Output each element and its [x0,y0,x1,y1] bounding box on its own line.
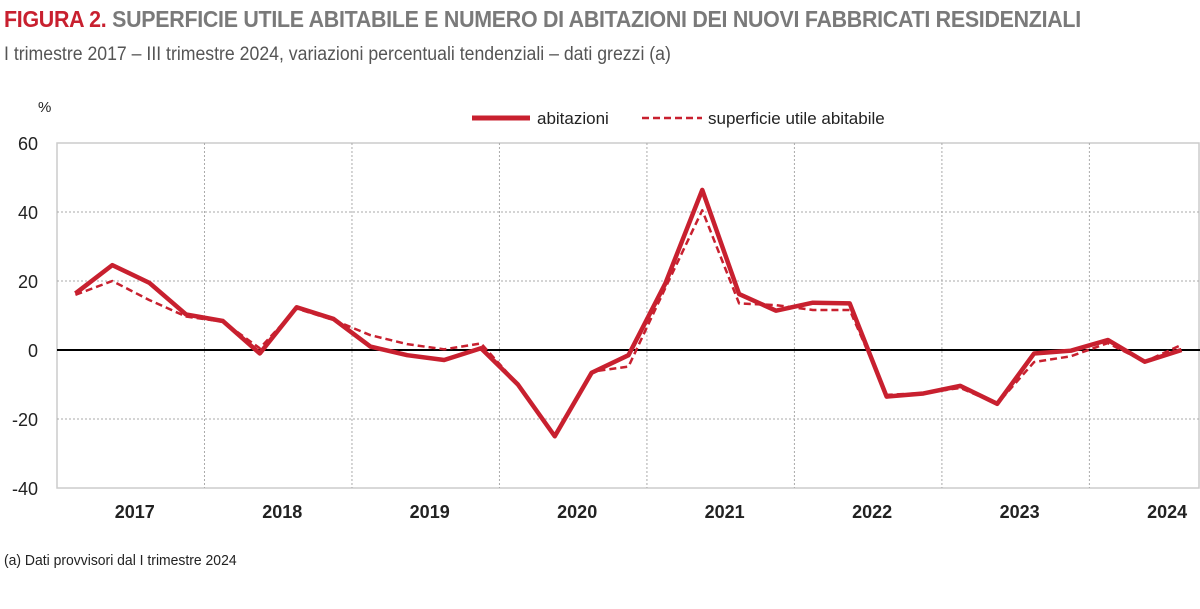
plot-frame [56,142,1200,489]
chart-title: FIGURA 2. SUPERFICIE UTILE ABITABILE E N… [4,6,1081,33]
y-tick-label: -20 [12,410,38,430]
footnote: (a) Dati provvisori dal I trimestre 2024 [4,552,237,569]
series-line-superficie [74,209,1183,438]
y-tick-label: 60 [18,134,38,154]
x-year-label: 2019 [410,502,450,522]
x-year-label: 2023 [1000,502,1040,522]
title-text: SUPERFICIE UTILE ABITABILE E NUMERO DI A… [112,6,1081,32]
x-year-label: 2017 [115,502,155,522]
chart-subtitle: I trimestre 2017 – III trimestre 2024, v… [4,44,671,65]
x-year-label: 2021 [705,502,745,522]
y-tick-label: 0 [28,341,38,361]
legend-label-abitazioni: abitazioni [537,109,609,128]
legend-label-superficie: superficie utile abitabile [708,109,885,128]
legend: abitazioni superficie utile abitabile [472,109,885,128]
x-year-label: 2018 [262,502,302,522]
series-line-abitazioni [74,187,1183,439]
x-year-label: 2020 [557,502,597,522]
y-axis-unit: % [38,99,51,116]
x-year-label: 2022 [852,502,892,522]
figure-label: FIGURA 2. [4,6,107,32]
y-tick-label: 20 [18,272,38,292]
y-tick-label: -40 [12,479,38,499]
y-tick-label: 40 [18,203,38,223]
x-year-label: 2024 [1147,502,1187,522]
